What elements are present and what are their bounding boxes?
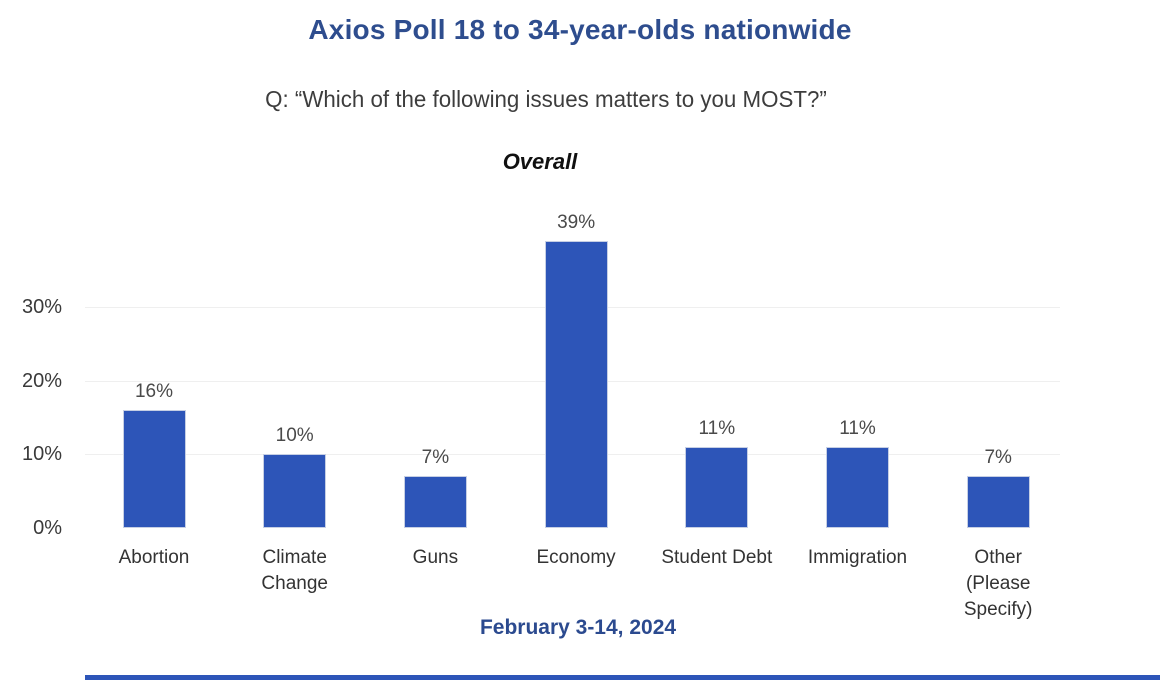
bar-climate-change <box>263 454 327 528</box>
y-axis-label-30: 30% <box>21 296 62 318</box>
y-axis-label-0: 0% <box>33 517 62 539</box>
bar-economy <box>544 240 608 528</box>
y-axis-label-10: 10% <box>21 443 62 466</box>
category-label-guns: Guns <box>412 547 459 568</box>
bar-value-label-economy: 39% <box>557 211 596 233</box>
category-label-other-please-specify: Other (Please Specify) <box>963 547 1033 620</box>
bar-other-please-specify <box>966 476 1030 528</box>
poll-question: Q: “Which of the following issues matter… <box>265 86 827 112</box>
category-label-economy: Economy <box>536 547 616 568</box>
bar-value-label-immigration: 11% <box>839 418 876 439</box>
category-label-immigration: Immigration <box>807 547 908 568</box>
bar-immigration <box>826 447 889 528</box>
category-label-student-debt: Student Debt <box>661 547 773 568</box>
category-label-climate-change: Climate Change <box>261 547 328 594</box>
category-label-abortion: Abortion <box>118 547 190 568</box>
footer-date: February 3-14, 2024 <box>479 616 677 639</box>
bar-value-label-student-debt: 11% <box>698 418 736 439</box>
bar-value-label-climate-change: 10% <box>275 425 314 447</box>
chart-title: Axios Poll 18 to 34-year-olds nationwide <box>308 14 852 45</box>
bottom-accent-bar <box>85 675 1160 680</box>
bar-student-debt <box>685 447 749 528</box>
bar-value-label-other-please-specify: 7% <box>984 447 1012 469</box>
bar-guns <box>403 476 467 528</box>
bar-value-label-guns: 7% <box>421 447 450 469</box>
bar-abortion <box>122 410 186 528</box>
group-label: Overall <box>502 149 578 174</box>
bar-value-label-abortion: 16% <box>134 381 174 403</box>
y-axis-label-20: 20% <box>21 369 62 392</box>
